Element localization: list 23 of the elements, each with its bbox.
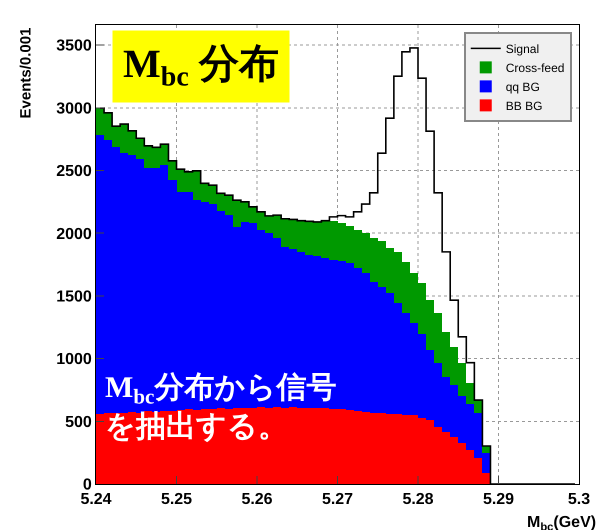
y-tick-label: 500 xyxy=(65,414,92,431)
y-tick-label: 1500 xyxy=(56,288,92,306)
y-tick-label: 0 xyxy=(82,476,92,494)
x-tick-label: 5.24 xyxy=(80,491,112,508)
y-tick-label: 3500 xyxy=(56,38,92,55)
annotation: M$_{bc}$分布から信号を抽出する。 xyxy=(105,371,336,443)
x-tick-label: 5.3 xyxy=(568,491,590,508)
x-tick-label: 5.26 xyxy=(241,491,273,508)
annotation: M$_{bc}$ 分布 xyxy=(123,41,279,92)
x-tick-label: 5.25 xyxy=(160,491,192,508)
x-tick-label: 5.28 xyxy=(402,491,434,508)
x-axis-title: M$_{bc}$(GeV) xyxy=(527,514,596,530)
legend-label: Cross-feed xyxy=(506,61,564,76)
y-tick-label: 1000 xyxy=(56,351,92,368)
y-tick-label: 2000 xyxy=(56,226,92,243)
legend-label: Signal xyxy=(506,42,540,56)
y-tick-label: 2500 xyxy=(56,163,92,180)
legend-label: qq BG xyxy=(506,80,540,94)
y-tick-label: 3000 xyxy=(56,100,92,118)
x-tick-label: 5.29 xyxy=(482,491,514,508)
y-axis-title: Events/0.001 xyxy=(17,28,34,118)
legend-label: BB BG xyxy=(506,99,542,114)
x-tick-label: 5.27 xyxy=(322,491,354,508)
